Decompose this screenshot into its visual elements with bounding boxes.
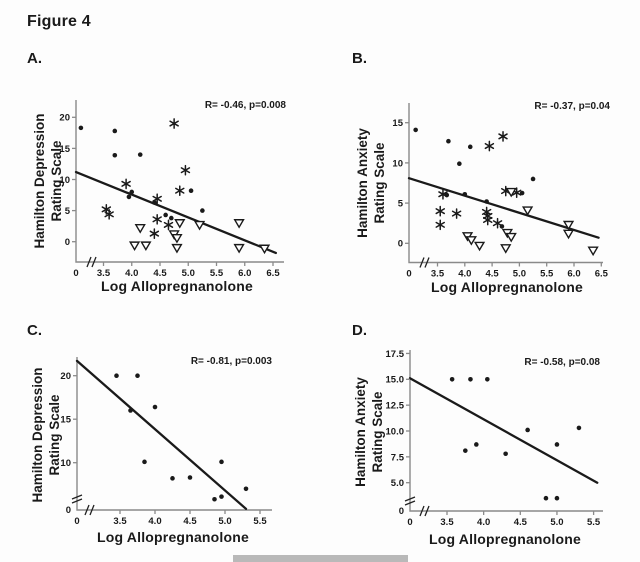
svg-text:6.5: 6.5 [595, 269, 609, 280]
svg-text:10.0: 10.0 [386, 426, 405, 437]
panel-d-yaxis-label-line1: Hamilton Anxiety [353, 377, 368, 487]
svg-text:5: 5 [65, 206, 71, 217]
panel-c-yaxis-label-line1: Hamilton Depression [30, 367, 45, 503]
panel-d-stats: R= -0.58, p=0.08 [524, 357, 600, 368]
svg-text:4.5: 4.5 [153, 268, 167, 279]
svg-text:4.0: 4.0 [148, 516, 161, 527]
svg-text:5: 5 [398, 199, 404, 210]
svg-text:3.5: 3.5 [431, 269, 445, 280]
svg-text:0: 0 [398, 239, 403, 250]
svg-text:0: 0 [66, 505, 71, 516]
panel-b-stats: R= -0.37, p=0.04 [534, 101, 610, 112]
svg-text:20: 20 [60, 371, 71, 382]
svg-text:12.5: 12.5 [386, 401, 405, 412]
svg-text:4.0: 4.0 [125, 268, 138, 279]
panel-b-yaxis-label-line2: Rating Scale [372, 142, 387, 224]
panel-d-yaxis-label: Hamilton Anxiety Rating Scale [352, 344, 386, 520]
svg-text:5.0: 5.0 [218, 516, 231, 527]
figure-title: Figure 4 [27, 13, 91, 30]
svg-text:6.0: 6.0 [238, 268, 251, 279]
svg-text:6.0: 6.0 [567, 269, 580, 280]
svg-text:5.0: 5.0 [550, 517, 563, 528]
panel-c-yaxis-label-line2: Rating Scale [47, 394, 62, 476]
svg-text:7.5: 7.5 [391, 452, 405, 463]
svg-text:15.0: 15.0 [386, 375, 405, 386]
svg-text:5.5: 5.5 [587, 517, 601, 528]
svg-text:0: 0 [65, 237, 70, 248]
svg-text:15: 15 [392, 118, 403, 129]
panel-a-xaxis-label: Log Allopregnanolone [100, 278, 254, 294]
svg-text:6.5: 6.5 [266, 268, 280, 279]
panel-label-c: C. [27, 322, 42, 339]
panel-a-yaxis-label-line1: Hamilton Depression [32, 113, 47, 249]
svg-text:0: 0 [406, 269, 411, 280]
panel-label-b: B. [352, 50, 367, 67]
svg-text:4.5: 4.5 [485, 269, 499, 280]
panel-a-yaxis-label: Hamilton Depression Rating Scale [31, 93, 65, 269]
svg-text:20: 20 [59, 113, 70, 124]
svg-text:15: 15 [59, 144, 70, 155]
svg-text:5.0: 5.0 [391, 478, 404, 489]
svg-text:4.5: 4.5 [183, 516, 197, 527]
panel-a-yaxis-label-line2: Rating Scale [49, 140, 64, 222]
panel-label-d: D. [352, 322, 367, 339]
svg-text:4.5: 4.5 [514, 517, 528, 528]
panel-label-a: A. [27, 50, 42, 67]
svg-text:3.5: 3.5 [97, 268, 111, 279]
panel-b-yaxis-label-line1: Hamilton Anxiety [355, 128, 370, 238]
svg-text:5.5: 5.5 [253, 516, 267, 527]
panel-d-yaxis-label-line2: Rating Scale [370, 391, 385, 473]
svg-text:3.5: 3.5 [113, 516, 127, 527]
svg-text:17.5: 17.5 [386, 349, 405, 360]
panel-d-xaxis-label: Log Allopregnanolone [428, 531, 582, 547]
svg-text:4.0: 4.0 [458, 269, 471, 280]
panel-b-yaxis-label: Hamilton Anxiety Rating Scale [354, 95, 388, 271]
svg-text:10: 10 [60, 458, 71, 469]
svg-text:0: 0 [74, 516, 79, 527]
svg-text:5.5: 5.5 [540, 269, 554, 280]
svg-text:0: 0 [399, 506, 404, 517]
svg-text:4.0: 4.0 [477, 517, 490, 528]
panel-c-xaxis-label: Log Allopregnanolone [96, 529, 250, 545]
svg-text:0: 0 [407, 517, 412, 528]
window-edge-bar [233, 555, 408, 562]
panel-c-stats: R= -0.81, p=0.003 [190, 356, 272, 367]
svg-text:15: 15 [60, 415, 71, 426]
svg-text:5.0: 5.0 [513, 269, 526, 280]
svg-text:5.5: 5.5 [210, 268, 224, 279]
svg-text:10: 10 [392, 158, 403, 169]
panel-b-xaxis-label: Log Allopregnanolone [430, 279, 584, 295]
panel-a-stats: R= -0.46, p=0.008 [204, 100, 286, 111]
svg-text:10: 10 [59, 175, 70, 186]
svg-text:3.5: 3.5 [440, 517, 454, 528]
svg-text:5.0: 5.0 [182, 268, 195, 279]
svg-text:0: 0 [73, 268, 78, 279]
panel-c-yaxis-label: Hamilton Depression Rating Scale [29, 347, 63, 523]
